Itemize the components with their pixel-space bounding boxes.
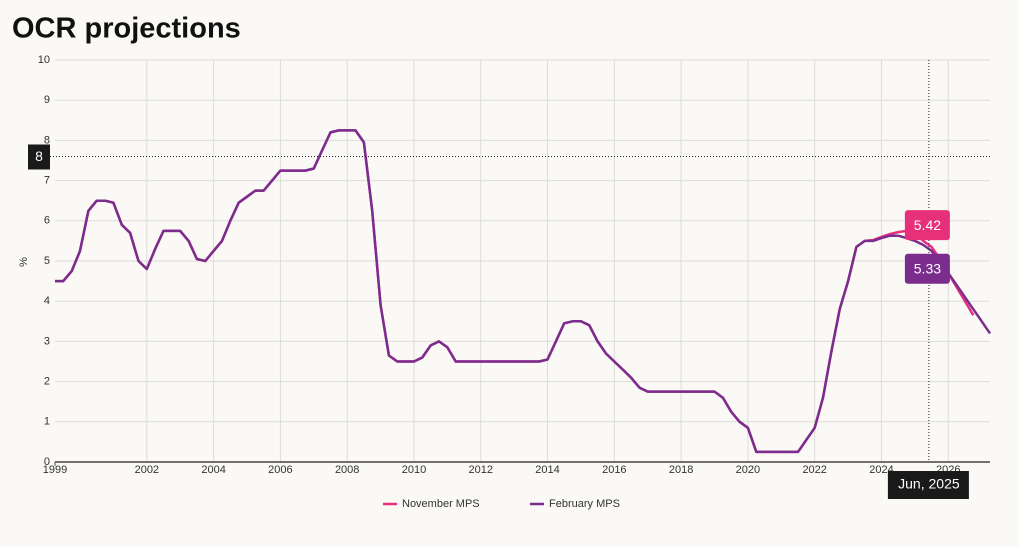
y-tick-label: 2 [44,376,50,388]
y-tick-label: 5 [44,255,50,267]
x-tick-label: 2004 [201,464,225,476]
crosshair-y-label: 8 [35,148,43,164]
tooltip-box [904,210,950,241]
crosshair-x-label: Jun, 2025 [898,476,960,492]
x-tick-label: 2014 [535,464,559,476]
tooltip-value: 5.33 [914,260,941,276]
chart-title: OCR projections [12,13,241,45]
y-tick-label: 4 [44,295,50,307]
series-line [55,129,975,454]
x-tick-label: 2012 [469,464,493,476]
legend-label: February MPS [549,498,620,510]
y-tick-label: 0 [44,456,50,468]
tooltip-box [904,253,950,284]
x-tick-label: 2010 [402,464,426,476]
x-tick-label: 2016 [602,464,626,476]
x-tick-label: 2022 [802,464,826,476]
x-tick-label: 2018 [669,464,693,476]
x-tick-label: 1999 [43,464,67,476]
x-tick-label: 2008 [335,464,359,476]
x-tick-label: 2020 [736,464,760,476]
y-tick-label: 3 [44,335,50,347]
y-tick-label: 10 [38,54,50,66]
crosshair-x-box [887,471,969,499]
y-tick-label: 6 [44,215,50,227]
x-tick-label: 2024 [869,464,893,476]
legend-label: November MPS [402,498,480,510]
tooltip-value: 5.42 [914,217,941,233]
x-tick-label: 2002 [135,464,159,476]
y-axis-label: % [18,257,30,267]
y-tick-label: 9 [44,94,50,106]
x-tick-label: 2006 [268,464,292,476]
y-tick-label: 8 [44,134,50,146]
series-line [55,129,992,454]
crosshair-y-box [28,144,50,170]
y-tick-label: 7 [44,175,50,187]
y-tick-label: 1 [44,416,50,428]
